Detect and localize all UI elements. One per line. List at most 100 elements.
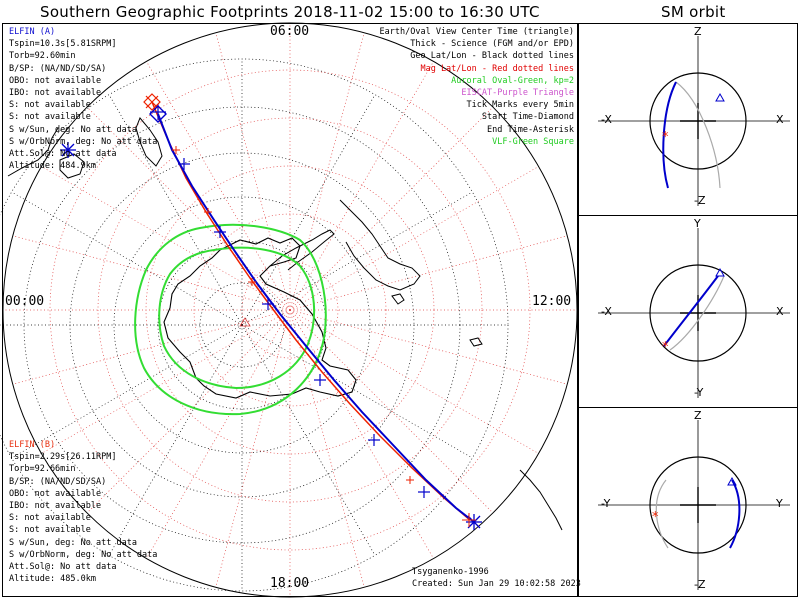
sm-axis-label-left: -Y: [601, 497, 611, 510]
sm-panel-3: *: [598, 420, 790, 590]
sm-orbit-title: SM orbit: [661, 3, 726, 21]
sm-axis-label-left: -X: [601, 113, 612, 126]
elfin-a-lines: Tspin=10.3s[5.81SRPM] Torb=92.60min B/SP: …: [9, 38, 157, 172]
mag-meridian: [289, 166, 538, 311]
falkland-islands: [391, 293, 405, 305]
sm-panel-2: *: [598, 228, 790, 398]
end-asterisk-a: [466, 514, 482, 530]
elfin-a-info-line: Tspin=10.3s[5.81SRPM]: [9, 39, 117, 50]
sm-orbit-track: [662, 81, 677, 189]
africa-coastline: [519, 469, 563, 531]
legend-entry: Start Time-Diamond: [481, 112, 574, 123]
mag-meridian: [42, 166, 291, 311]
elfin-b-info-line: Torb=92.66min: [9, 464, 76, 475]
earth-disk-outline: [2, 22, 578, 598]
sm-view-triangle: [727, 476, 737, 486]
hour-label-left: 00:00: [5, 294, 45, 309]
legend-entry: Geo Lat/Lon - Black dotted lines: [410, 51, 574, 62]
elfin-b-info-line: OBO: not available: [9, 488, 102, 499]
tasmania-coastline: [59, 153, 85, 179]
elfin-a-info-line: S: not available: [9, 100, 91, 111]
auroral-oval-outer: [134, 223, 327, 416]
sm-orbit-backside: [669, 275, 725, 351]
mag-meridian: [289, 309, 538, 454]
sm-axis-label-top: Y: [694, 217, 701, 230]
mag-meridian: [289, 62, 434, 311]
elfin-a-info-line: S: not available: [9, 112, 91, 123]
elfin-b-name: ELFIN (B): [9, 440, 56, 450]
auroral-oval-inner: [158, 246, 316, 390]
elfin-b-lines: Tspin=2.29s[26.11RPM] Torb=92.66min B/SP: …: [9, 451, 157, 585]
sm-axis-label-bottom: -Y: [694, 386, 704, 399]
hour-label-top: 06:00: [270, 24, 310, 39]
legend-entry: Mag Lat/Lon - Red dotted lines: [420, 63, 574, 74]
sm-end-asterisk: *: [662, 130, 669, 145]
geo-lat-circle: [113, 196, 371, 454]
geo-meridian: [108, 324, 243, 556]
sm-axis-label-bottom: -Z: [694, 578, 706, 591]
sm-orbit-backside: [655, 479, 669, 549]
geo-meridians: [0, 59, 508, 591]
mag-lat-circle: [97, 117, 483, 503]
mag-meridian: [289, 309, 434, 558]
legend-entry: Thick - Science (FGM and/or EPD): [410, 39, 574, 50]
legend-entry: EISCAT-Purple Triangle: [461, 88, 574, 99]
elfin-a-info-line: Att.Sol@: No att data: [9, 149, 117, 160]
mag-meridians: [4, 24, 576, 596]
elfin-b-info-line: B/SP: (NA/ND/SD/SA): [9, 476, 107, 487]
elfin-a-info: ELFIN (A) Tspin=10.3s[5.81SRPM] Torb=92.6…: [9, 26, 157, 172]
geo-meridian: [241, 94, 376, 326]
hour-label-right: 12:00: [532, 294, 572, 309]
secondary-marker: [60, 142, 76, 158]
elfin-b-info-line: Att.Sol@: No att data: [9, 562, 117, 573]
hour-label-bottom: 18:00: [270, 576, 310, 591]
south-georgia: [469, 337, 483, 347]
sm-view-triangle: [715, 267, 725, 277]
sm-orbit-panels: * * *: [598, 36, 790, 590]
mag-meridian: [215, 33, 291, 311]
legend-entry: End Time-Asterisk: [487, 124, 574, 135]
geo-meridian: [11, 324, 243, 459]
elfin-b-tick-marks: [172, 146, 414, 484]
elfin-a-info-line: Altitude: 484.9km: [9, 161, 96, 172]
legend-entry: Earth/Oval View Center Time (triangle): [379, 27, 574, 37]
map-title: Southern Geographic Footprints 2018-11-0…: [40, 3, 540, 21]
mag-meridian: [289, 309, 493, 513]
sm-axis-label-right: X: [776, 305, 784, 318]
mag-meridian: [289, 235, 567, 311]
geo-meridian: [241, 324, 473, 459]
footer: Tsyganenko-1996 Created: Sun Jan 29 10:0…: [412, 566, 581, 590]
elfin-b-track: [151, 101, 471, 521]
start-diamond-a: [149, 105, 167, 123]
sm-frame: [578, 23, 798, 597]
geo-meridian: [108, 94, 243, 326]
sm-axis-label-top: Z: [694, 25, 702, 38]
australia-coastline: [7, 127, 59, 177]
sm-axis-label-right: Y: [776, 497, 783, 510]
elfin-b-info-line: Altitude: 485.0km: [9, 574, 96, 585]
sm-orbit-backside: [675, 81, 721, 189]
geo-lat-circle: [0, 58, 509, 592]
start-diamond-b: [143, 93, 161, 111]
mag-meridian: [146, 309, 291, 558]
model-label: Tsyganenko-1996: [412, 567, 489, 577]
elfin-a-track: [157, 113, 475, 523]
elfin-a-info-line: S w/OrbNorm, deg: No att data: [9, 136, 158, 147]
geo-meridian: [11, 191, 243, 326]
sm-axis-label-top: Z: [694, 409, 702, 422]
mag-meridian: [215, 309, 291, 587]
mag-lat-circle: [241, 261, 339, 359]
view-center-triangle: [239, 317, 251, 327]
sm-end-asterisk: *: [652, 510, 659, 525]
mag-meridian: [87, 107, 291, 311]
antarctic-peninsula: [269, 229, 335, 271]
elfin-a-info-line: OBO: not available: [9, 75, 102, 86]
sm-axis-label-right: X: [776, 113, 784, 126]
elfin-b-info-line: S: not available: [9, 525, 91, 536]
elfin-b-info-line: S w/Sun, deg: No att data: [9, 537, 137, 548]
elfin-a-info-line: IBO: not available: [9, 88, 102, 99]
sm-axis-label-left: -X: [601, 305, 612, 318]
mag-meridian: [146, 62, 291, 311]
elfin-a-info-line: S w/Sun, deg: No att data: [9, 124, 137, 135]
